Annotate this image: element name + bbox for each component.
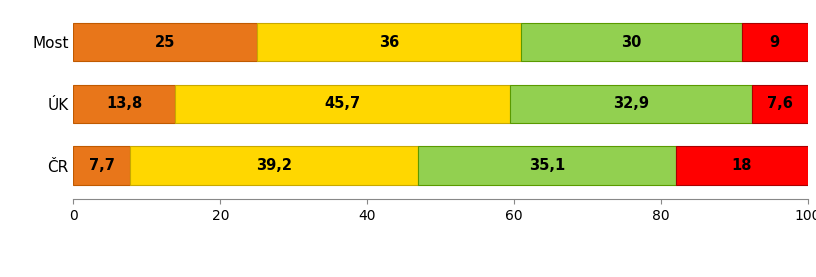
Bar	[511, 85, 752, 123]
Text: 45,7: 45,7	[325, 96, 361, 111]
Text: 7,7: 7,7	[89, 158, 115, 173]
Text: 9: 9	[769, 35, 780, 50]
Bar	[175, 85, 511, 123]
Bar	[73, 23, 257, 61]
Text: 32,9: 32,9	[613, 96, 650, 111]
Bar	[676, 147, 808, 185]
Text: 30: 30	[622, 35, 641, 50]
Text: 39,2: 39,2	[256, 158, 292, 173]
Text: 13,8: 13,8	[106, 96, 142, 111]
Bar	[73, 85, 175, 123]
Bar	[418, 147, 676, 185]
Text: 35,1: 35,1	[529, 158, 565, 173]
Text: 7,6: 7,6	[767, 96, 793, 111]
Bar	[521, 23, 742, 61]
Text: 18: 18	[731, 158, 752, 173]
Text: 36: 36	[379, 35, 399, 50]
Bar	[742, 23, 808, 61]
Text: 25: 25	[155, 35, 175, 50]
Bar	[257, 23, 521, 61]
Bar	[752, 85, 808, 123]
Bar	[130, 147, 418, 185]
Bar	[73, 147, 130, 185]
